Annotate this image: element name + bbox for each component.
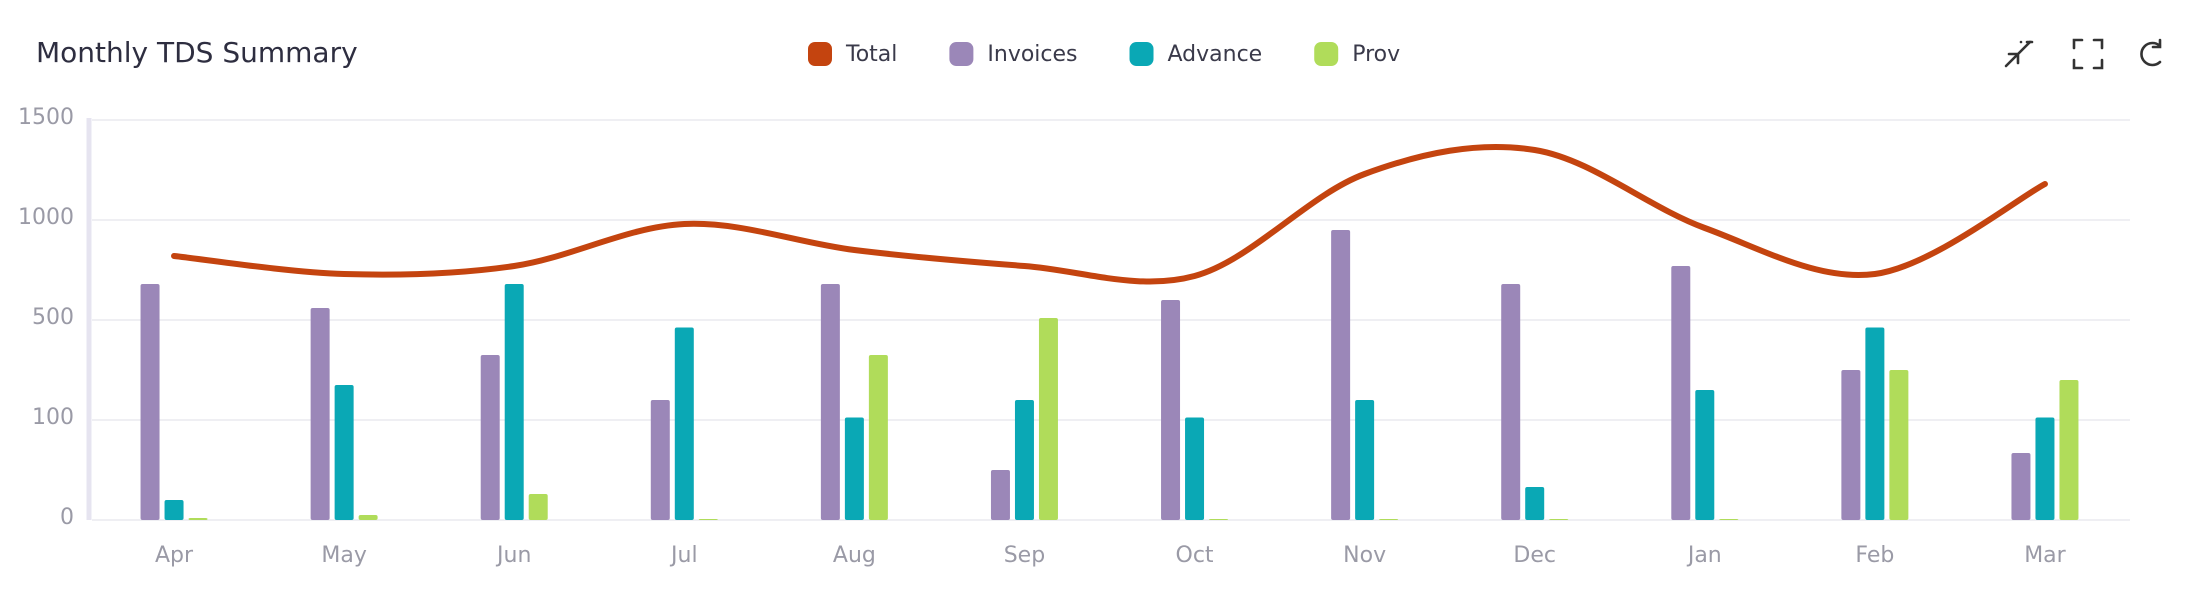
y-tick-label: 500 xyxy=(32,305,74,330)
line xyxy=(171,143,2048,285)
bar xyxy=(674,327,694,520)
bar xyxy=(310,308,330,520)
bar xyxy=(820,284,840,520)
bar xyxy=(1501,284,1521,520)
bar xyxy=(1549,519,1569,520)
bar xyxy=(334,385,354,520)
bar xyxy=(1014,400,1034,520)
bar xyxy=(504,284,524,520)
bar xyxy=(358,515,378,520)
bar xyxy=(698,519,718,520)
bar xyxy=(1355,400,1375,520)
legend-swatch xyxy=(808,42,832,66)
y-tick-label: 1000 xyxy=(18,205,74,230)
legend-label: Total xyxy=(845,42,897,67)
bar xyxy=(1525,487,1545,520)
x-tick-label: Jun xyxy=(495,543,531,568)
x-tick-label: May xyxy=(321,543,366,568)
x-tick-label: Jan xyxy=(1686,543,1722,568)
y-tick-label: 0 xyxy=(60,505,74,530)
legend-swatch xyxy=(1129,42,1154,66)
bar xyxy=(1161,300,1181,520)
legend-swatch xyxy=(949,42,974,66)
bar xyxy=(2011,453,2031,520)
bar xyxy=(1185,417,1205,520)
bar xyxy=(188,518,208,520)
x-tick-label: Oct xyxy=(1176,543,1214,568)
collapse-button[interactable] xyxy=(2004,40,2034,68)
x-tick-label: Feb xyxy=(1855,543,1894,568)
legend-label: Advance xyxy=(1168,42,1263,67)
refresh-button[interactable] xyxy=(2140,38,2162,67)
bar xyxy=(650,400,670,520)
bar xyxy=(1038,318,1058,520)
legend-label: Prov xyxy=(1352,42,1400,67)
x-tick-label: Sep xyxy=(1004,543,1045,568)
x-tick-label: Jul xyxy=(669,543,698,568)
bar xyxy=(1209,519,1229,520)
bar xyxy=(1841,370,1861,520)
bar xyxy=(2035,417,2055,520)
bar xyxy=(528,494,548,520)
fullscreen-button[interactable] xyxy=(2072,38,2104,70)
bar xyxy=(990,470,1010,520)
toolbar xyxy=(2004,38,2162,70)
bar xyxy=(1889,370,1909,520)
bar xyxy=(1719,519,1739,520)
bar xyxy=(480,355,500,520)
legend-swatch xyxy=(1314,42,1339,66)
y-tick-label: 100 xyxy=(32,405,74,430)
x-tick-label: Mar xyxy=(2024,543,2066,568)
x-tick-label: Apr xyxy=(155,543,194,568)
bar xyxy=(1331,230,1351,520)
legend-label: Invoices xyxy=(987,42,1077,67)
bar xyxy=(140,284,160,520)
bar xyxy=(1671,266,1691,520)
bar xyxy=(868,355,888,520)
x-tick-label: Dec xyxy=(1513,543,1556,568)
x-tick-label: Aug xyxy=(833,543,876,568)
y-tick-label: 1500 xyxy=(18,105,74,130)
bar xyxy=(164,500,184,520)
bar xyxy=(1865,327,1885,520)
bar xyxy=(1695,390,1715,520)
x-tick-label: Nov xyxy=(1343,543,1386,568)
bar xyxy=(1379,519,1399,520)
bar xyxy=(2059,380,2079,520)
bar xyxy=(844,417,864,520)
chart-title: Monthly TDS Summary xyxy=(36,36,358,69)
